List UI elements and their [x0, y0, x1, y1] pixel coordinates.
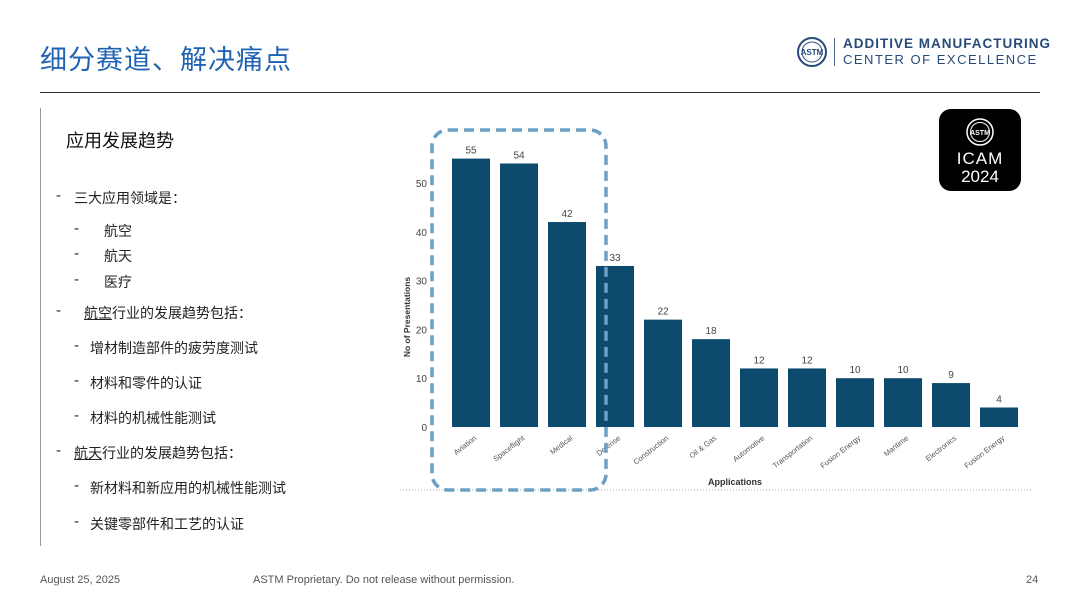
data-label: 10 — [849, 365, 861, 376]
brand-logo-text: ASTM — [801, 48, 824, 57]
x-axis-label: Applications — [708, 477, 762, 487]
bar — [836, 378, 874, 427]
category-label: Fusion Energy — [963, 433, 1007, 470]
bullet-text: 航天 — [104, 249, 132, 265]
bar-chart: 0 10 20 30 40 50 No of Presentations 55 Aviation… — [400, 128, 1031, 492]
bullet-text: 医疗 — [104, 275, 132, 291]
bullet-text: 行业的发展趋势包括： — [102, 446, 242, 462]
icam-logo-text: ASTM — [970, 130, 990, 137]
astm-badge-logo-icon: ASTM — [966, 118, 994, 146]
bullet-text: 三大应用领域是： — [74, 191, 186, 207]
y-tick-label: 40 — [416, 228, 428, 239]
section-title: 应用发展趋势 — [66, 131, 174, 152]
data-label: 22 — [657, 307, 669, 318]
bullet-text: 材料和零件的认证 — [90, 376, 202, 392]
data-label: 9 — [948, 370, 954, 381]
data-label: 10 — [897, 365, 909, 376]
category-label: Defense — [595, 433, 623, 457]
y-axis-label: No of Presentations — [402, 277, 412, 358]
bullet-text: 新材料和新应用的机械性能测试 — [90, 481, 286, 497]
category-label: Oil & Gas — [687, 433, 718, 460]
bar — [788, 368, 826, 427]
data-label: 33 — [609, 253, 621, 264]
bar — [596, 265, 634, 427]
data-label: 42 — [561, 209, 573, 220]
category-label: Construction — [632, 433, 671, 466]
icam-name: ICAM — [956, 149, 1004, 168]
highlight-box — [430, 128, 608, 492]
bar — [980, 407, 1018, 427]
astm-logo-icon: ASTM — [797, 37, 827, 67]
category-label: Automotive — [731, 433, 766, 463]
bar — [500, 163, 538, 428]
category-label: Electronics — [924, 433, 959, 463]
bar — [932, 383, 970, 427]
page-number: 24 — [1026, 574, 1039, 586]
data-label: 12 — [753, 355, 765, 366]
bullet-text: 增材制造部件的疲劳度测试 — [90, 341, 258, 357]
footer-date: August 25, 2025 — [40, 574, 121, 586]
category-label: Transportation — [771, 433, 814, 470]
category-label: Aviation — [452, 433, 478, 456]
icam-2024-badge: ASTM ICAM 2024 — [939, 109, 1021, 191]
bullet-text: 航空 — [104, 224, 132, 240]
icam-year: 2024 — [961, 167, 999, 186]
category-label: Maritime — [882, 433, 910, 458]
category-label: Medical — [548, 433, 574, 456]
y-tick-label: 20 — [416, 325, 428, 336]
bar — [644, 319, 682, 427]
brand-line-2: CENTER OF EXCELLENCE — [843, 52, 1038, 67]
bullet-text: 材料的机械性能测试 — [90, 411, 216, 427]
y-tick-label: 30 — [416, 277, 428, 288]
y-tick-label: 0 — [421, 423, 427, 434]
bar — [452, 158, 490, 427]
left-vertical-rule — [40, 108, 41, 546]
bar — [548, 222, 586, 427]
y-tick-label: 10 — [416, 374, 428, 385]
data-label: 18 — [705, 326, 717, 337]
page-title: 细分赛道、解决痛点 — [40, 45, 292, 76]
footer-notice: ASTM Proprietary. Do not release without… — [253, 574, 515, 586]
data-label: 55 — [465, 146, 477, 157]
bullet-text: 行业的发展趋势包括： — [112, 306, 252, 322]
category-label: Spaceflight — [491, 433, 527, 464]
data-label: 4 — [996, 394, 1002, 405]
header-divider — [40, 92, 1040, 93]
data-label: 54 — [513, 150, 525, 161]
y-tick-label: 50 — [416, 179, 428, 190]
underlined-text: 航空 — [84, 306, 112, 322]
category-label: Fusion Energy — [819, 433, 863, 470]
bar — [692, 339, 730, 427]
brand-divider — [834, 38, 835, 66]
bar — [740, 368, 778, 427]
bar — [884, 378, 922, 427]
underlined-text: 航天 — [74, 446, 102, 462]
data-label: 12 — [801, 355, 813, 366]
bullet-text: 关键零部件和工艺的认证 — [90, 517, 244, 533]
brand-line-1: ADDITIVE MANUFACTURING — [843, 36, 1051, 51]
astm-brand: ASTM ADDITIVE MANUFACTURING CENTER OF EX… — [796, 36, 1051, 68]
